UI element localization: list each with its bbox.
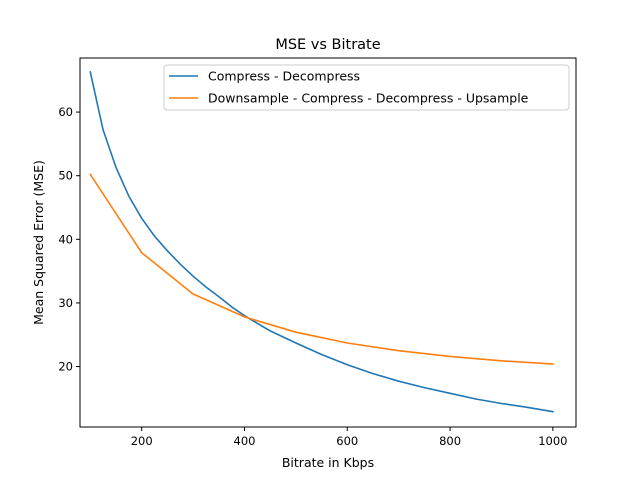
y-tick-label: 60 — [58, 105, 73, 119]
x-tick-label: 400 — [234, 434, 256, 448]
plot-frame — [79, 57, 577, 428]
y-tick-label: 30 — [58, 296, 73, 310]
series-line-2 — [89, 173, 554, 365]
axis-ticks: 200 400 600 800 1000 20 30 40 50 60 — [58, 105, 567, 448]
x-axis-label: Bitrate in Kbps — [282, 455, 374, 470]
y-tick-label: 40 — [58, 232, 73, 246]
legend-label: Compress - Decompress — [208, 69, 360, 84]
legend-box — [163, 64, 570, 111]
x-tick-label: 800 — [439, 434, 461, 448]
series-lines — [89, 71, 554, 413]
x-tick-label: 200 — [131, 434, 153, 448]
y-tick-label: 20 — [58, 360, 73, 374]
chart-title: MSE vs Bitrate — [275, 37, 380, 53]
y-axis-label: Mean Squared Error (MSE) — [31, 160, 46, 325]
x-tick-label: 1000 — [538, 434, 567, 448]
y-tick-label: 50 — [58, 169, 73, 183]
legend-label: Downsample - Compress - Decompress - Ups… — [208, 91, 529, 106]
series-line-1 — [89, 71, 554, 413]
legend: Compress - Decompress Downsample - Compre… — [163, 64, 570, 111]
x-tick-label: 600 — [336, 434, 358, 448]
